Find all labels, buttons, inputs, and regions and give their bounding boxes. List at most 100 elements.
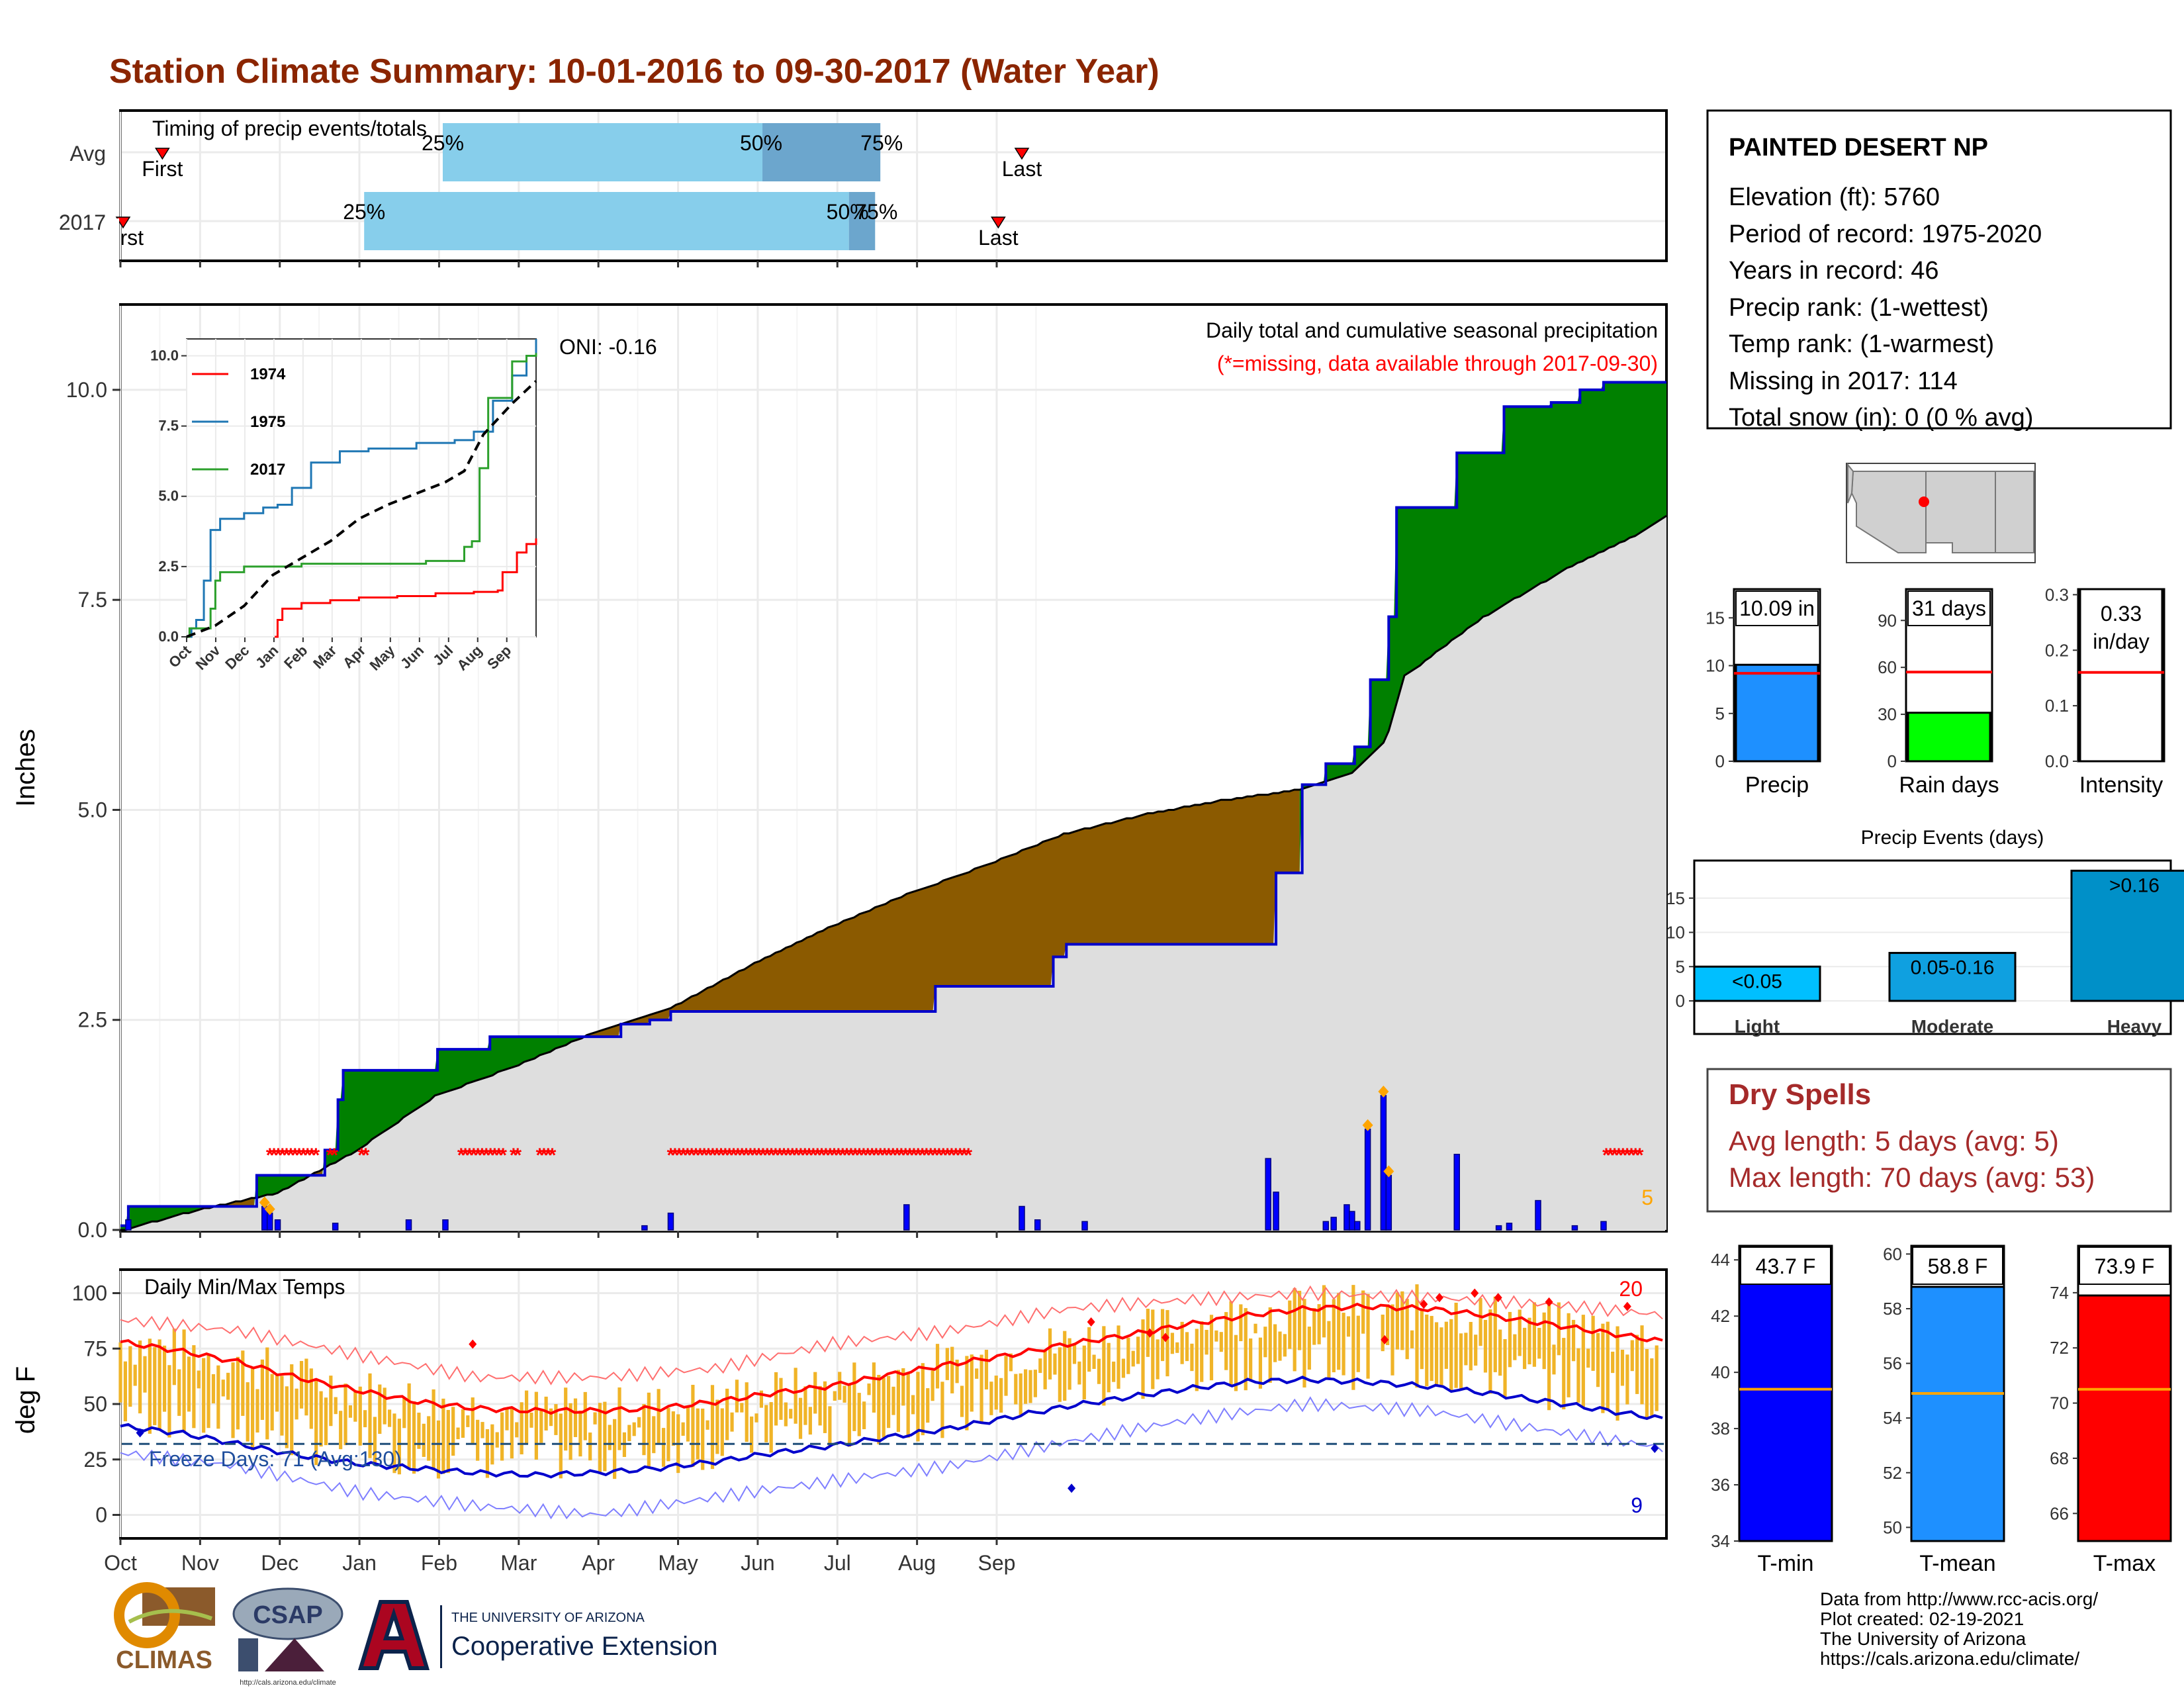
daily-precip-bar-20 [1364,1128,1371,1231]
daily-precip-bar-6 [442,1219,449,1231]
missing-marker-6: * [960,1145,968,1166]
temp-daily-bar [123,1361,127,1422]
temp-daily-bar [319,1391,323,1447]
temp-daily-bar [1576,1348,1580,1403]
temp-daily-bar [1116,1325,1120,1389]
temp-daily-bar [1097,1358,1101,1384]
temp-daily-bar [1200,1321,1204,1382]
temp-daily-bar [720,1408,724,1456]
temp-daily-bar [901,1368,905,1406]
station-missing: Missing in 2017: 114 [1729,367,1958,395]
missing-marker-6: * [851,1145,859,1166]
temp-daily-bar [270,1374,274,1430]
missing-marker-6: * [952,1145,960,1166]
temp-daily-bar [637,1417,641,1428]
missing-marker-6: * [725,1145,733,1166]
temp-daily-bar [1190,1343,1194,1372]
temp-daily-bar [407,1383,411,1468]
station-name: PAINTED DESERT NP [1729,134,1988,162]
ua-a-mark [357,1600,430,1670]
temp-daily-bar [1625,1354,1629,1405]
temp-daily-bar [1542,1312,1546,1370]
summary-label-Precip: Precip [1745,773,1809,798]
missing-marker-7: * [1611,1145,1619,1166]
missing-marker-1: * [326,1145,334,1166]
temp-daily-bar [446,1409,450,1474]
temp-daily-bars [118,1284,1659,1479]
temp-daily-bar [608,1425,612,1450]
temp-daily-bar [1141,1319,1145,1399]
record-max-line [120,1285,1663,1385]
daily-precip-bar-7 [641,1225,648,1231]
temp-daily-bar [784,1402,788,1427]
temp-daily-bar [1322,1285,1326,1338]
temp-daily-bar [422,1423,426,1457]
summary-value-Precip: 10.09 in [1739,596,1815,620]
temp-summary-tick-label-T-min-0: 34 [1711,1531,1730,1551]
missing-marker-6: * [956,1145,964,1166]
temp-ytick-label-1: 25 [83,1448,107,1472]
temp-daily-bar [740,1403,744,1413]
temp-daily-bar [1434,1322,1439,1387]
temp-daily-bar [745,1382,749,1442]
temp-daily-bar [1283,1334,1287,1357]
temp-daily-bar [495,1432,499,1448]
dry-spells-box: Dry Spells Avg length: 5 days (avg: 5) M… [1706,1068,2172,1213]
temp-daily-bar [1136,1336,1140,1364]
temp-daily-bar [177,1369,181,1416]
summary-bar-Intensity [2079,588,2163,763]
temp-daily-bar [1205,1329,1208,1355]
temp-daily-bar [1444,1321,1448,1369]
month-label-Feb: Feb [421,1551,457,1575]
timing-left-mask [0,218,119,245]
timing-p25-Avg: 25% [422,131,464,155]
precip-ytick-label-0: 0.0 [78,1218,107,1242]
temp-daily-bar [1596,1333,1600,1387]
temp-daily-bar [476,1419,480,1461]
timing-row-label-2017-overlay: 2017 [59,211,106,234]
temp-daily-bar [1004,1356,1008,1396]
missing-marker-0: * [295,1145,303,1166]
record-high-marker-7 [1471,1288,1479,1298]
summary-tick-label-Rain days-1: 30 [1878,704,1897,724]
temp-daily-bar [1459,1333,1463,1389]
temp-daily-bar [1253,1323,1257,1334]
temp-daily-bar [603,1401,607,1472]
temp-daily-bar [1650,1358,1654,1416]
missing-marker-6: * [923,1145,931,1166]
temp-daily-bar [348,1405,353,1418]
events-label-Light: Light [1735,1016,1780,1037]
missing-marker-6: * [797,1145,805,1166]
missing-marker-7: * [1615,1145,1623,1166]
cumulative-precip-line [120,381,1666,1227]
temp-daily-bar [1498,1329,1502,1376]
record-min-line [120,1396,1663,1520]
temp-daily-bar [1258,1337,1263,1389]
station-info-box: PAINTED DESERT NP Elevation (ft): 5760 P… [1706,109,2172,432]
summary-tick-label-Precip-0: 0 [1715,751,1725,771]
temp-daily-bar [1131,1350,1135,1367]
missing-marker-6: * [738,1145,746,1166]
temp-daily-bar [593,1412,597,1425]
month-label-Jun: Jun [741,1551,775,1575]
inset-ytick-label-1: 2.5 [158,558,179,575]
temp-daily-bar [520,1402,523,1455]
temp-daily-bar [158,1339,161,1430]
temp-daily-bar [1107,1342,1111,1393]
temp-daily-bar [118,1342,122,1403]
daily-precip-bar-3 [274,1219,281,1231]
missing-marker-0: * [279,1145,287,1166]
missing-marker-6: * [709,1145,717,1166]
station-period: Period of record: 1975-2020 [1729,220,2042,248]
missing-marker-6: * [906,1145,914,1166]
record-high-marker-6 [1435,1293,1443,1303]
temp-daily-bar [192,1345,196,1429]
temp-daily-bar [1175,1342,1179,1353]
missing-marker-6: * [927,1145,934,1166]
temp-daily-bar [877,1374,881,1444]
temp-daily-bar [515,1422,519,1438]
precip-ytick-label-1: 2.5 [78,1008,107,1032]
temp-summary-tick-label-T-max-2: 70 [2050,1393,2069,1413]
missing-marker-0: * [275,1145,283,1166]
temp-daily-bar [794,1368,797,1424]
